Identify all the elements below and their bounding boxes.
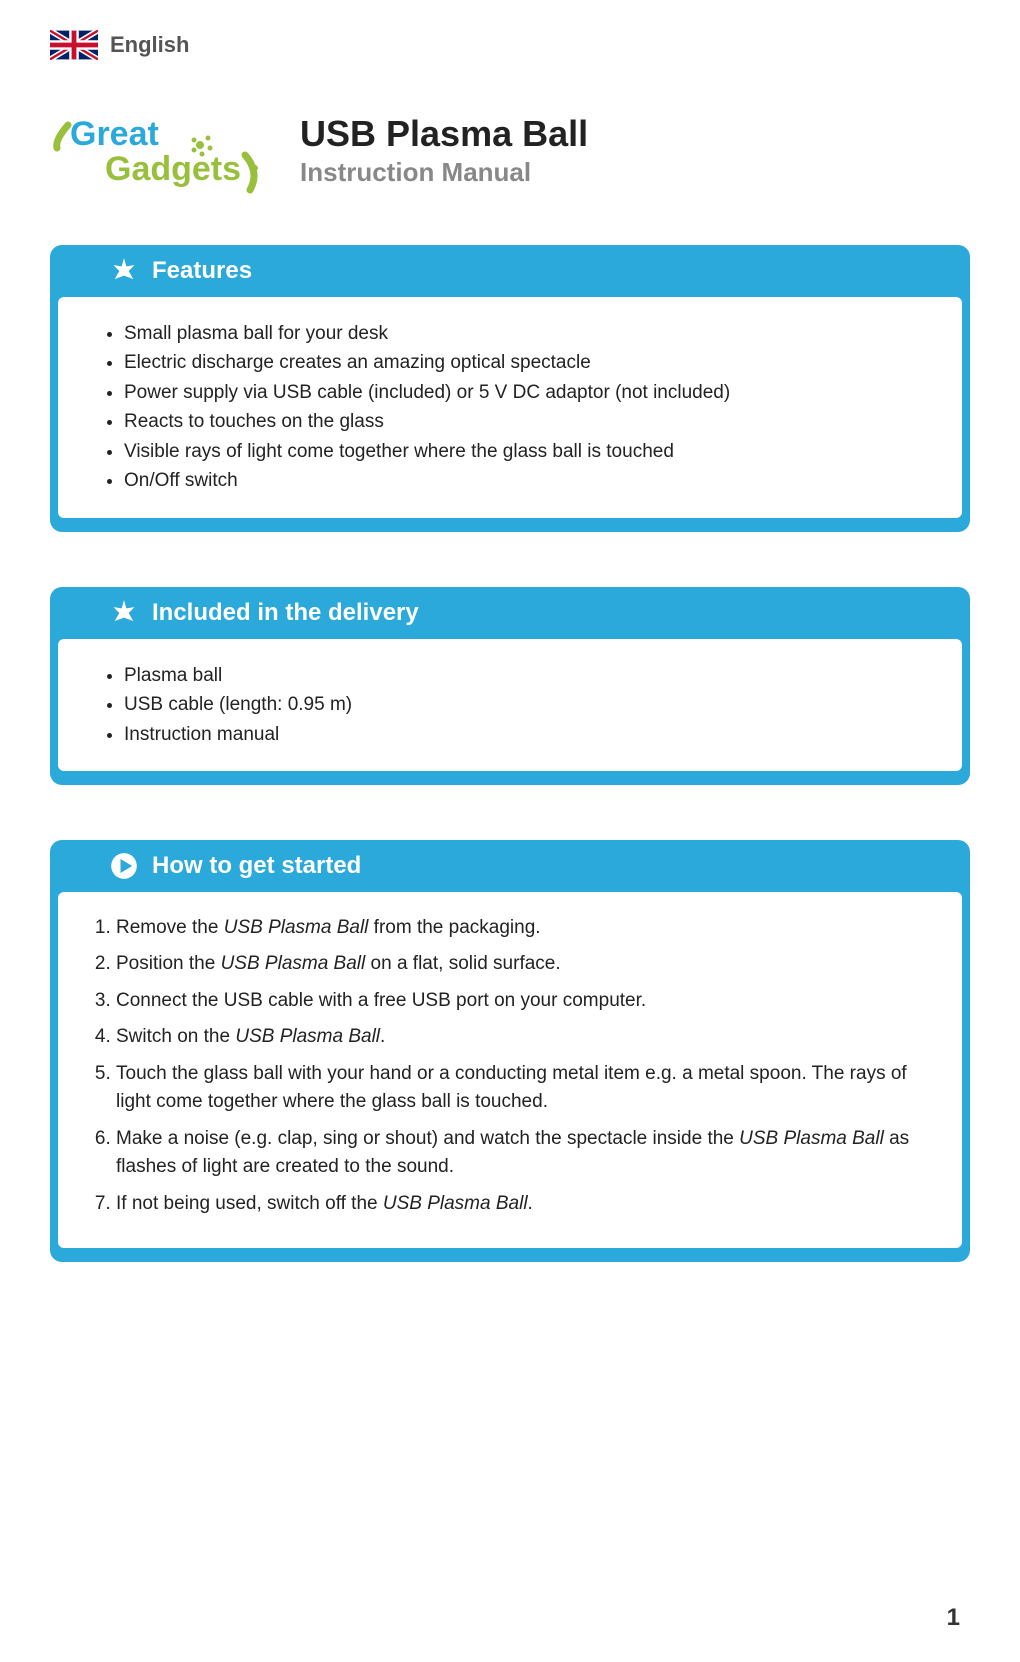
list-item: Power supply via USB cable (included) or… — [124, 378, 932, 407]
star-icon — [110, 257, 138, 285]
list-item: Electric discharge creates an amazing op… — [124, 348, 932, 377]
section-title-features: Features — [152, 257, 252, 285]
language-row: English — [50, 30, 970, 60]
language-label: English — [110, 32, 189, 58]
list-item: Small plasma ball for your desk — [124, 319, 932, 348]
brand-logo: Great Gadgets — [50, 100, 260, 200]
section-body-delivery: Plasma ball USB cable (length: 0.95 m) I… — [58, 639, 962, 771]
logo-word-1: Great — [70, 115, 159, 153]
document-subtitle: Instruction Manual — [300, 157, 588, 188]
list-item: Instruction manual — [124, 720, 932, 749]
step-item: Position the USB Plasma Ball on a flat, … — [116, 950, 932, 979]
section-features: Features Small plasma ball for your desk… — [50, 245, 970, 532]
section-body-features: Small plasma ball for your desk Electric… — [58, 297, 962, 518]
section-delivery: Included in the delivery Plasma ball USB… — [50, 587, 970, 785]
step-item: Remove the USB Plasma Ball from the pack… — [116, 914, 932, 943]
step-item: Switch on the USB Plasma Ball. — [116, 1023, 932, 1052]
step-item: Connect the USB cable with a free USB po… — [116, 987, 932, 1016]
title-block: USB Plasma Ball Instruction Manual — [300, 113, 588, 188]
section-header-started: How to get started — [50, 840, 970, 892]
list-item: On/Off switch — [124, 466, 932, 495]
steps-list: Remove the USB Plasma Ball from the pack… — [88, 914, 932, 1219]
play-icon — [110, 852, 138, 880]
uk-flag-icon — [50, 30, 98, 60]
features-list: Small plasma ball for your desk Electric… — [88, 319, 932, 496]
list-item: Reacts to touches on the glass — [124, 407, 932, 436]
section-body-started: Remove the USB Plasma Ball from the pack… — [58, 892, 962, 1249]
section-title-started: How to get started — [152, 852, 361, 880]
list-item: Visible rays of light come together wher… — [124, 437, 932, 466]
section-started: How to get started Remove the USB Plasma… — [50, 840, 970, 1263]
delivery-list: Plasma ball USB cable (length: 0.95 m) I… — [88, 661, 932, 749]
star-icon — [110, 599, 138, 627]
section-header-features: Features — [50, 245, 970, 297]
document-header: Great Gadgets USB Plasma Ball Instructio… — [50, 100, 970, 200]
section-title-delivery: Included in the delivery — [152, 599, 419, 627]
step-item: Make a noise (e.g. clap, sing or shout) … — [116, 1125, 932, 1182]
document-title: USB Plasma Ball — [300, 113, 588, 155]
list-item: USB cable (length: 0.95 m) — [124, 690, 932, 719]
step-item: Touch the glass ball with your hand or a… — [116, 1060, 932, 1117]
section-header-delivery: Included in the delivery — [50, 587, 970, 639]
step-item: If not being used, switch off the USB Pl… — [116, 1190, 932, 1219]
page-number: 1 — [947, 1604, 960, 1632]
logo-word-2: Gadgets — [105, 150, 241, 188]
list-item: Plasma ball — [124, 661, 932, 690]
